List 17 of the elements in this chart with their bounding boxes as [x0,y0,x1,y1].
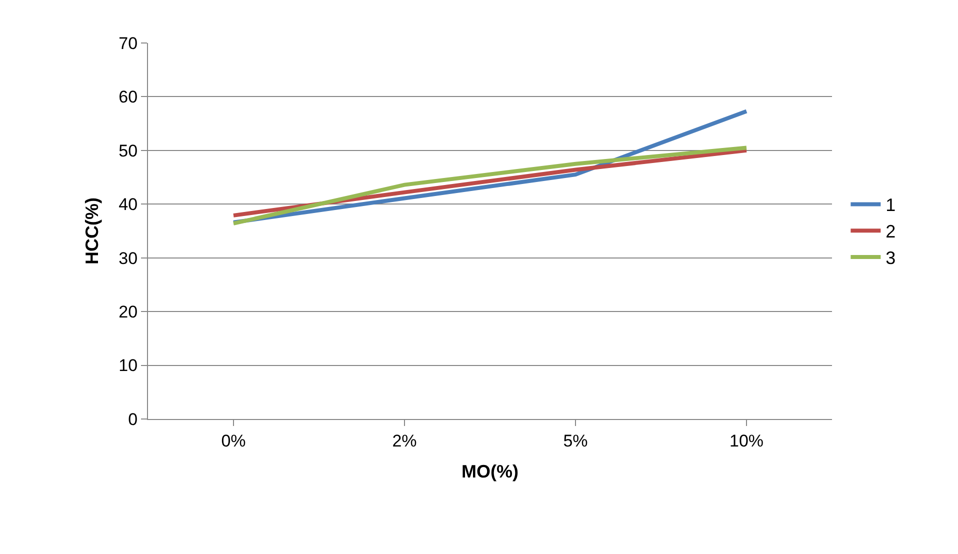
y-tick-label: 60 [118,88,138,107]
y-tick-label: 30 [118,248,138,268]
y-tick-label: 70 [118,34,138,53]
legend-label: 3 [886,248,896,268]
y-tick-label: 0 [128,410,138,429]
x-tick-label: 0% [221,431,246,450]
y-tick-label: 10 [118,356,138,376]
y-tick-label: 50 [118,141,138,160]
x-tick-label: 5% [563,431,588,450]
x-axis-title: MO(%) [462,462,518,482]
y-axis-title: HCC(%) [82,198,102,264]
legend-label: 1 [886,195,896,216]
x-tick-label: 10% [729,431,764,450]
legend-label: 2 [886,222,896,242]
x-tick-label: 2% [392,431,417,450]
y-tick-label: 40 [118,195,138,214]
y-tick-label: 20 [118,302,138,322]
